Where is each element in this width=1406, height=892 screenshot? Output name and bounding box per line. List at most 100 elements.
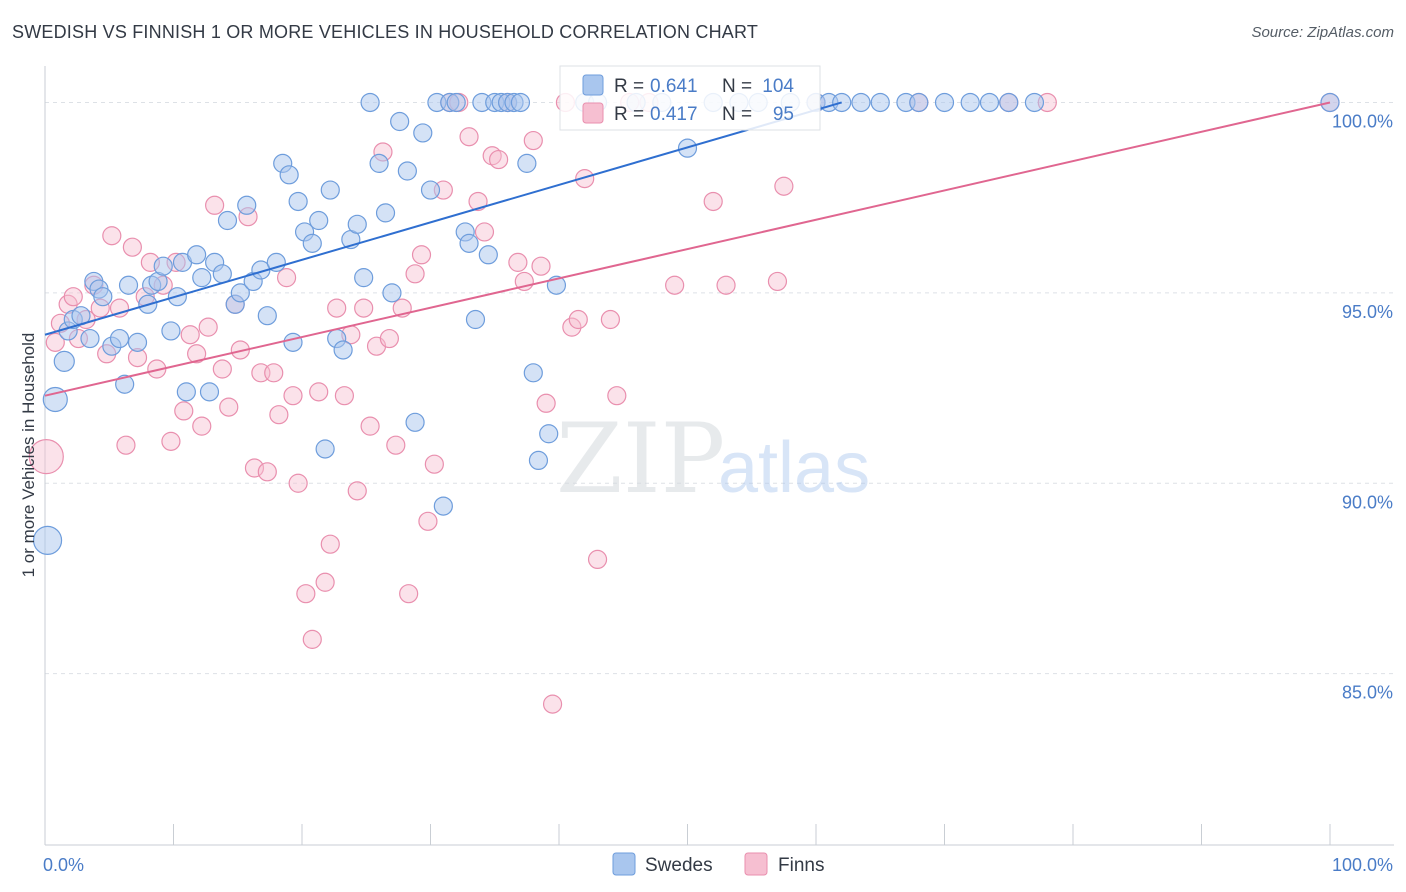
y-tick-label-0: 85.0% <box>1342 683 1393 703</box>
finns-point <box>562 317 582 337</box>
swedes-point <box>288 191 308 212</box>
finns-point <box>192 416 212 436</box>
finns-point <box>180 325 200 345</box>
stats-box: R = 0.641 N = 104 R = 0.417 N = 95 <box>559 65 821 131</box>
swedes-points <box>32 92 1340 555</box>
swedes-point <box>80 328 100 349</box>
finns-point <box>354 298 374 318</box>
y-axis-title: 1 or more Vehicles in Household <box>19 333 38 578</box>
finns-n-value: 95 <box>773 104 794 125</box>
finns-point <box>600 309 621 330</box>
swedes-point <box>118 275 139 295</box>
y-tick-label-2: 95.0% <box>1342 302 1393 322</box>
swedes-point <box>870 92 890 113</box>
finns-point <box>607 386 627 406</box>
swedes-point <box>333 340 353 360</box>
swedes-point <box>433 496 453 516</box>
finns-point <box>288 473 308 493</box>
finns-point <box>102 226 122 246</box>
finns-trend-line <box>44 101 1331 397</box>
swedes-point <box>390 111 410 132</box>
legend: Swedes Finns <box>612 852 824 876</box>
finns-point <box>411 245 432 265</box>
trend-lines <box>44 101 1331 397</box>
swedes-point <box>382 283 402 303</box>
finns-point <box>63 287 83 307</box>
swedes-point <box>109 328 130 349</box>
finns-point <box>264 363 284 383</box>
swedes-point <box>212 264 232 284</box>
swedes-point <box>909 92 929 113</box>
finns-point <box>575 169 595 189</box>
swedes-point <box>517 153 537 173</box>
finns-point <box>489 149 509 170</box>
finns-point <box>665 275 685 295</box>
swedes-point <box>539 424 559 444</box>
finns-point <box>774 176 794 196</box>
swedes-point <box>979 92 1000 113</box>
y-tick-label-1: 90.0% <box>1342 492 1393 512</box>
swedes-point <box>851 92 871 113</box>
finns-point <box>212 359 232 379</box>
finns-point <box>198 317 218 337</box>
finns-point <box>386 435 406 455</box>
swedes-point <box>528 450 549 471</box>
swedes-point <box>199 382 220 402</box>
swedes-point <box>230 283 250 303</box>
swedes-point <box>360 92 380 113</box>
finns-r-value: 0.417 <box>650 104 698 125</box>
finns-point <box>257 462 277 482</box>
finns-point <box>716 275 736 295</box>
finns-point <box>347 481 367 501</box>
swedes-n-value: 104 <box>762 76 794 97</box>
finns-point <box>508 252 528 272</box>
x-tick-label-1: 100.0% <box>1332 855 1393 875</box>
chart-title: SWEDISH VS FINNISH 1 OR MORE VEHICLES IN… <box>12 22 759 42</box>
finns-point <box>379 328 399 349</box>
swedes-point <box>315 439 335 459</box>
x-tick-label-0: 0.0% <box>43 855 84 875</box>
source-label: Source: ZipAtlas.com <box>1251 24 1394 41</box>
swedes-point <box>279 165 299 185</box>
axes <box>44 66 1394 846</box>
swedes-point <box>354 268 374 288</box>
finns-point <box>531 256 551 276</box>
finns-r-label: R = <box>614 104 644 125</box>
swedes-point <box>161 321 181 341</box>
swedes-point <box>237 195 257 215</box>
finns-point <box>283 386 303 406</box>
swedes-point <box>347 214 367 234</box>
swedes-point <box>413 123 433 143</box>
finns-point <box>536 393 556 413</box>
finns-point <box>116 435 136 455</box>
finns-n-label: N = <box>722 104 752 125</box>
finns-point <box>296 584 316 604</box>
finns-point <box>309 382 329 402</box>
swedes-point <box>999 92 1019 113</box>
legend-finns-label: Finns <box>778 855 824 876</box>
watermark-atlas: atlas <box>718 428 870 508</box>
swedes-point <box>32 525 63 555</box>
swedes-point <box>523 363 543 383</box>
finns-swatch <box>582 102 604 124</box>
finns-point <box>568 309 588 330</box>
finns-point <box>327 298 347 318</box>
finns-point <box>587 549 608 570</box>
swedes-point <box>192 268 212 288</box>
finns-point <box>399 584 419 604</box>
swedes-point <box>465 309 486 330</box>
swedes-point <box>115 374 135 394</box>
swedes-point <box>217 210 238 231</box>
finns-point <box>269 405 289 425</box>
legend-swedes-swatch <box>612 852 636 876</box>
swedes-point <box>420 180 441 200</box>
finns-point <box>405 264 425 284</box>
finns-point <box>28 438 64 475</box>
swedes-point <box>176 382 196 402</box>
swedes-point <box>127 332 148 352</box>
finns-point <box>474 222 495 242</box>
watermark-zip: ZIP <box>556 403 725 515</box>
finns-point <box>174 401 194 421</box>
finns-point <box>187 344 207 364</box>
